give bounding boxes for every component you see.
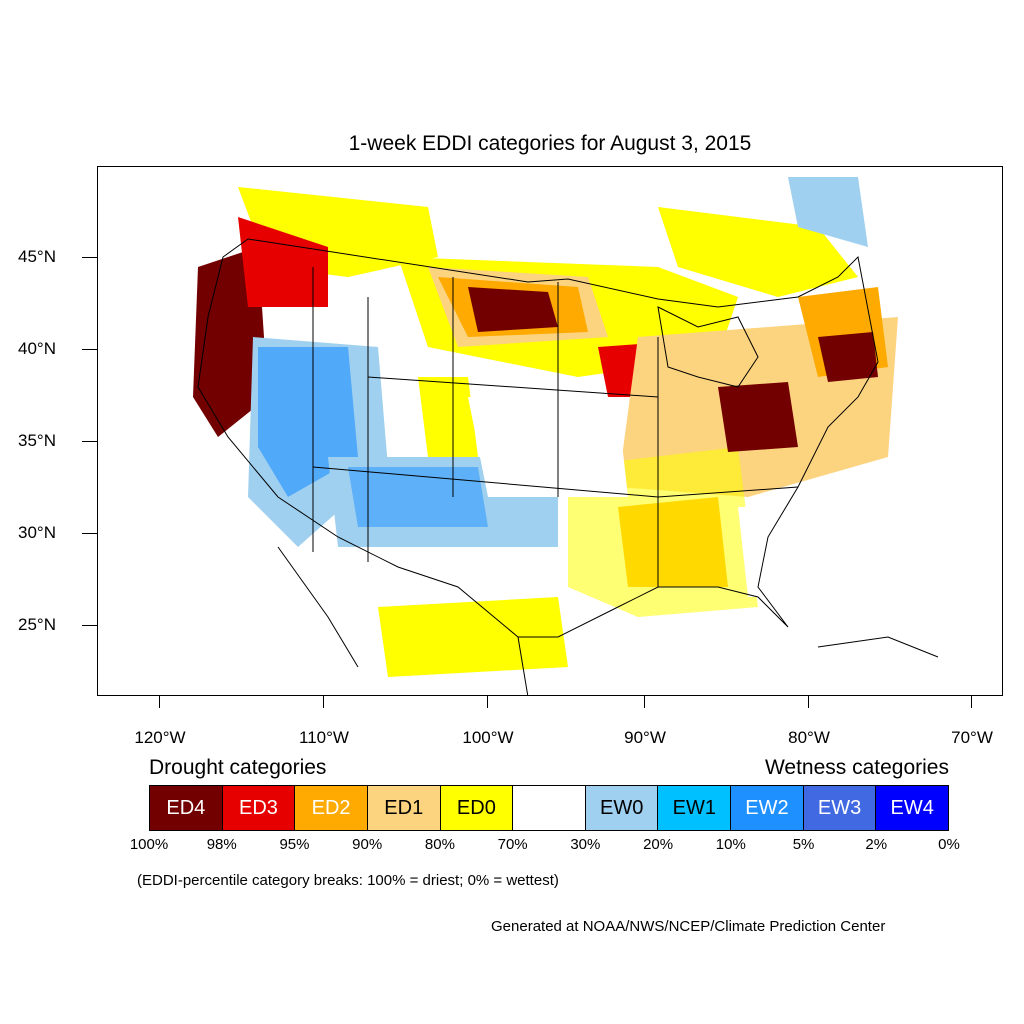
great-lakes-outline: [657, 306, 759, 388]
patch-blank-center: [468, 397, 628, 497]
lon-tick-120: [159, 696, 160, 708]
patch-ed0-mid: [418, 377, 478, 457]
percentile-break-label: 80%: [424, 836, 455, 853]
lon-label-120: 120°W: [134, 728, 186, 747]
lat-label-45: 45°N: [18, 247, 56, 266]
percentile-break-label: 90%: [352, 836, 383, 853]
patch-ed4-ne: [818, 332, 878, 382]
lat-tick-40: [82, 349, 97, 350]
percentile-break-label: 0%: [938, 836, 960, 853]
legend-swatch-blank: [513, 786, 586, 830]
state-line-6: [312, 466, 659, 498]
category-legend: ED4 ED3 ED2 ED1 ED0 EW0 EW1 EW2 EW3 EW4: [149, 785, 949, 831]
credit-line: Generated at NOAA/NWS/NCEP/Climate Predi…: [491, 918, 886, 935]
lat-tick-35: [82, 441, 97, 442]
lat-label-40: 40°N: [18, 339, 56, 358]
lat-label-30: 30°N: [18, 523, 56, 542]
percentile-break-label: 5%: [792, 836, 815, 853]
patch-ed3-northwest: [238, 217, 328, 307]
percentile-break-label: 95%: [279, 836, 310, 853]
lon-tick-100: [487, 696, 488, 708]
wetness-heading: Wetness categories: [764, 756, 949, 779]
lon-tick-80: [808, 696, 809, 708]
legend-swatch-ew4: EW4: [876, 786, 949, 830]
patch-ew1-maine: [788, 177, 868, 247]
percentile-break-label: 70%: [497, 836, 528, 853]
lon-tick-90: [644, 696, 645, 708]
percentile-break-label: 10%: [715, 836, 746, 853]
lon-label-90: 90°W: [624, 728, 666, 747]
lon-tick-70: [971, 696, 972, 708]
legend-swatch-ew2: EW2: [731, 786, 804, 830]
percentile-break-label: 98%: [206, 836, 237, 853]
eddi-map: [97, 166, 1003, 696]
state-line-8: [657, 486, 799, 498]
category-note: (EDDI-percentile category breaks: 100% =…: [137, 872, 559, 889]
legend-swatch-ed4: ED4: [150, 786, 223, 830]
lon-label-100: 100°W: [462, 728, 514, 747]
map-title: 1-week EDDI categories for August 3, 201…: [348, 132, 752, 155]
percentile-break-label: 20%: [643, 836, 674, 853]
patch-ed4-ohio: [718, 382, 798, 452]
percentile-break-label: 2%: [865, 836, 888, 853]
legend-swatch-ed1: ED1: [367, 786, 441, 830]
percentile-break-label: 30%: [570, 836, 601, 853]
patch-blank-southeast: [738, 507, 818, 597]
drought-heading: Drought categories: [149, 756, 327, 779]
cuba-outline: [817, 636, 939, 658]
lat-tick-30: [82, 533, 97, 534]
patch-ed0-texas: [378, 597, 568, 677]
legend-swatch-ed0: ED0: [440, 786, 514, 830]
lat-label-25: 25°N: [18, 615, 56, 634]
lon-label-80: 80°W: [788, 728, 830, 747]
legend-swatch-ed2: ED2: [295, 786, 368, 830]
mexico-coast: [277, 546, 529, 695]
state-line-7: [367, 376, 659, 398]
patch-ed4-dakota: [468, 287, 558, 332]
lon-label-110: 110°W: [299, 728, 349, 747]
lat-label-35: 35°N: [18, 431, 56, 450]
lon-label-70: 70°W: [951, 728, 993, 747]
map-outlines: [197, 238, 939, 695]
eddi-map-canvas: [193, 177, 939, 695]
percentile-break-label: 100%: [129, 836, 169, 853]
legend-swatch-ed3: ED3: [222, 786, 296, 830]
legend-swatch-ew3: EW3: [803, 786, 877, 830]
category-patches: [193, 177, 898, 677]
us-border-outline: [197, 238, 879, 638]
lon-tick-110: [323, 696, 324, 708]
legend-swatch-ew1: EW1: [658, 786, 732, 830]
legend-swatch-ew0: EW0: [585, 786, 659, 830]
lat-tick-25: [82, 625, 97, 626]
lat-tick-45: [82, 257, 97, 258]
